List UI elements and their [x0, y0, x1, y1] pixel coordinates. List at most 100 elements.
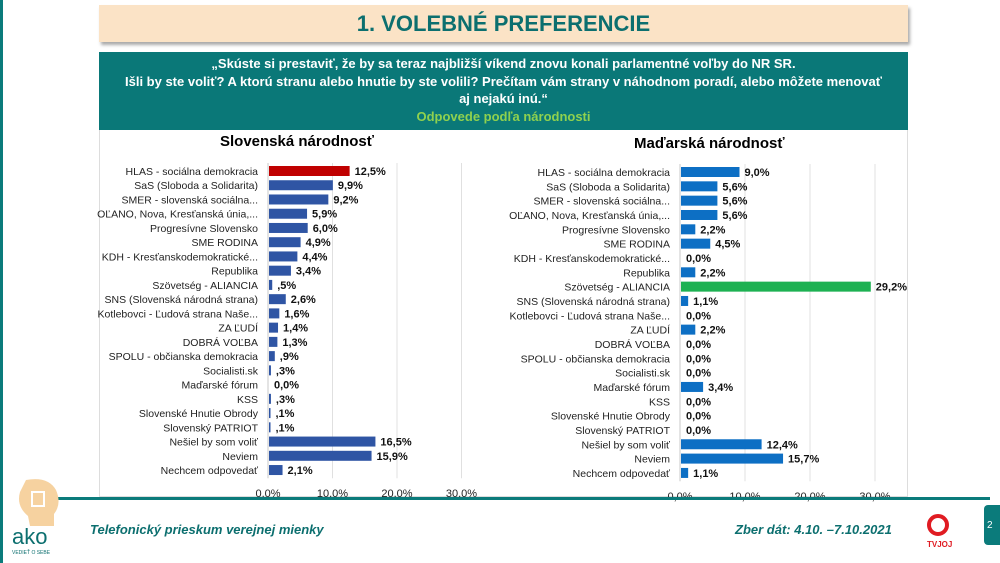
bar — [269, 166, 350, 176]
data-label: 1,1% — [693, 296, 718, 308]
data-label: ,9% — [280, 351, 299, 363]
tvjoj-logo: TVJOJ — [927, 514, 952, 549]
category-label: Neviem — [634, 454, 670, 466]
data-label: ,3% — [276, 365, 295, 377]
category-label: Slovenské Hnutie Obrody — [551, 411, 671, 423]
page-title: 1. VOLEBNÉ PREFERENCIE — [99, 5, 908, 42]
bar — [681, 281, 871, 292]
category-label: OĽANO, Nova, Kresťanská únia,... — [97, 209, 258, 221]
data-collection-dates: Zber dát: 4.10. –7.10.2021 — [735, 522, 892, 537]
footer-divider — [35, 497, 990, 500]
data-label: 2,2% — [700, 325, 725, 337]
data-label: 0,0% — [274, 380, 299, 392]
data-label: 12,5% — [355, 166, 386, 178]
data-label: 9,9% — [338, 180, 363, 192]
category-label: SNS (Slovenská národná strana) — [517, 296, 671, 308]
bar — [269, 408, 271, 419]
data-label: 4,4% — [302, 251, 327, 263]
category-label: Republika — [623, 267, 670, 279]
category-label: SaS (Sloboda a Solidarita) — [134, 180, 258, 192]
bar — [681, 439, 762, 450]
category-label: Neviem — [222, 451, 258, 463]
data-label: 5,9% — [312, 209, 337, 221]
survey-label: Telefonický prieskum verejnej mienky — [90, 522, 324, 537]
bar — [681, 181, 718, 192]
category-label: Progresívne Slovensko — [150, 223, 258, 235]
data-label: 0,0% — [686, 411, 711, 423]
bar — [269, 279, 273, 290]
category-label: Nešiel by som voliť — [169, 437, 259, 449]
bar — [269, 251, 298, 262]
bar — [269, 436, 376, 447]
data-label: 5,6% — [722, 181, 747, 193]
ako-logo-text: ako — [12, 524, 47, 549]
bar — [269, 365, 271, 376]
category-label: SMER - slovenská sociálna... — [533, 196, 670, 208]
bar — [269, 237, 301, 248]
category-label: HLAS - sociálna demokracia — [538, 167, 671, 179]
bar — [269, 322, 279, 333]
category-label: Nechcem odpovedať — [161, 465, 259, 477]
bar — [269, 336, 278, 347]
data-label: 1,6% — [284, 308, 309, 320]
data-label: 4,5% — [715, 239, 740, 251]
bar — [681, 267, 696, 278]
bar — [681, 295, 689, 306]
category-label: Socialisti.sk — [203, 365, 259, 377]
tvjoj-text: TVJOJ — [927, 540, 952, 549]
data-label: 2,2% — [700, 267, 725, 279]
category-label: SME RODINA — [191, 237, 258, 249]
bar — [269, 465, 283, 476]
bar — [269, 351, 275, 362]
category-label: ZA ĽUDÍ — [630, 324, 670, 337]
category-label: SMER - slovenská sociálna... — [121, 194, 258, 206]
category-label: Kotlebovci - Ľudová strana Naše... — [509, 310, 670, 322]
question-box: „Skúste si prestaviť, že by sa teraz naj… — [99, 52, 908, 130]
bar — [269, 208, 308, 219]
category-label: Nechcem odpovedať — [573, 468, 671, 480]
bar — [269, 393, 271, 404]
bar — [269, 222, 308, 233]
category-label: SME RODINA — [603, 239, 670, 251]
category-label: SaS (Sloboda a Solidarita) — [546, 181, 670, 193]
bar — [269, 422, 271, 433]
bar — [269, 180, 333, 191]
category-label: DOBRÁ VOĽBA — [595, 338, 670, 351]
category-label: Republika — [211, 266, 258, 278]
data-label: 15,9% — [377, 451, 408, 463]
bar — [681, 238, 711, 249]
bar — [269, 194, 329, 205]
category-label: Kotlebovci - Ľudová strana Naše... — [97, 308, 258, 320]
category-label: Slovenský PATRIOT — [163, 422, 258, 434]
chart-title-hungarian: Maďarská národnosť — [634, 135, 785, 152]
category-label: Maďarské fórum — [594, 382, 671, 394]
data-label: 2,1% — [288, 465, 313, 477]
bar — [681, 324, 696, 335]
data-label: 6,0% — [313, 223, 338, 235]
ako-logo: ako VEDIEŤ O SEBE — [12, 479, 59, 556]
category-label: Maďarské fórum — [182, 380, 259, 392]
data-label: 16,5% — [380, 437, 411, 449]
data-label: ,1% — [276, 408, 295, 420]
data-label: 4,9% — [306, 237, 331, 249]
chart-area — [99, 130, 908, 497]
data-label: 9,2% — [333, 194, 358, 206]
category-label: HLAS - sociálna demokracia — [126, 166, 259, 178]
left-edge-border — [0, 0, 3, 563]
category-label: SNS (Slovenská národná strana) — [105, 294, 259, 306]
bar — [269, 308, 280, 319]
data-label: 2,6% — [291, 294, 316, 306]
question-line-1: „Skúste si prestaviť, že by sa teraz naj… — [211, 56, 796, 71]
category-label: KSS — [237, 394, 258, 406]
data-label: 0,0% — [686, 253, 711, 265]
data-label: 5,6% — [722, 196, 747, 208]
category-label: Progresívne Slovensko — [562, 224, 670, 236]
category-label: Slovenské Hnutie Obrody — [139, 408, 259, 420]
question-subtitle: Odpovede podľa národnosti — [416, 108, 591, 124]
bar — [681, 167, 740, 177]
bar — [681, 467, 689, 478]
data-label: 1,4% — [283, 323, 308, 335]
category-label: SPOLU - občianska demokracia — [109, 351, 259, 363]
data-label: 0,0% — [686, 310, 711, 322]
